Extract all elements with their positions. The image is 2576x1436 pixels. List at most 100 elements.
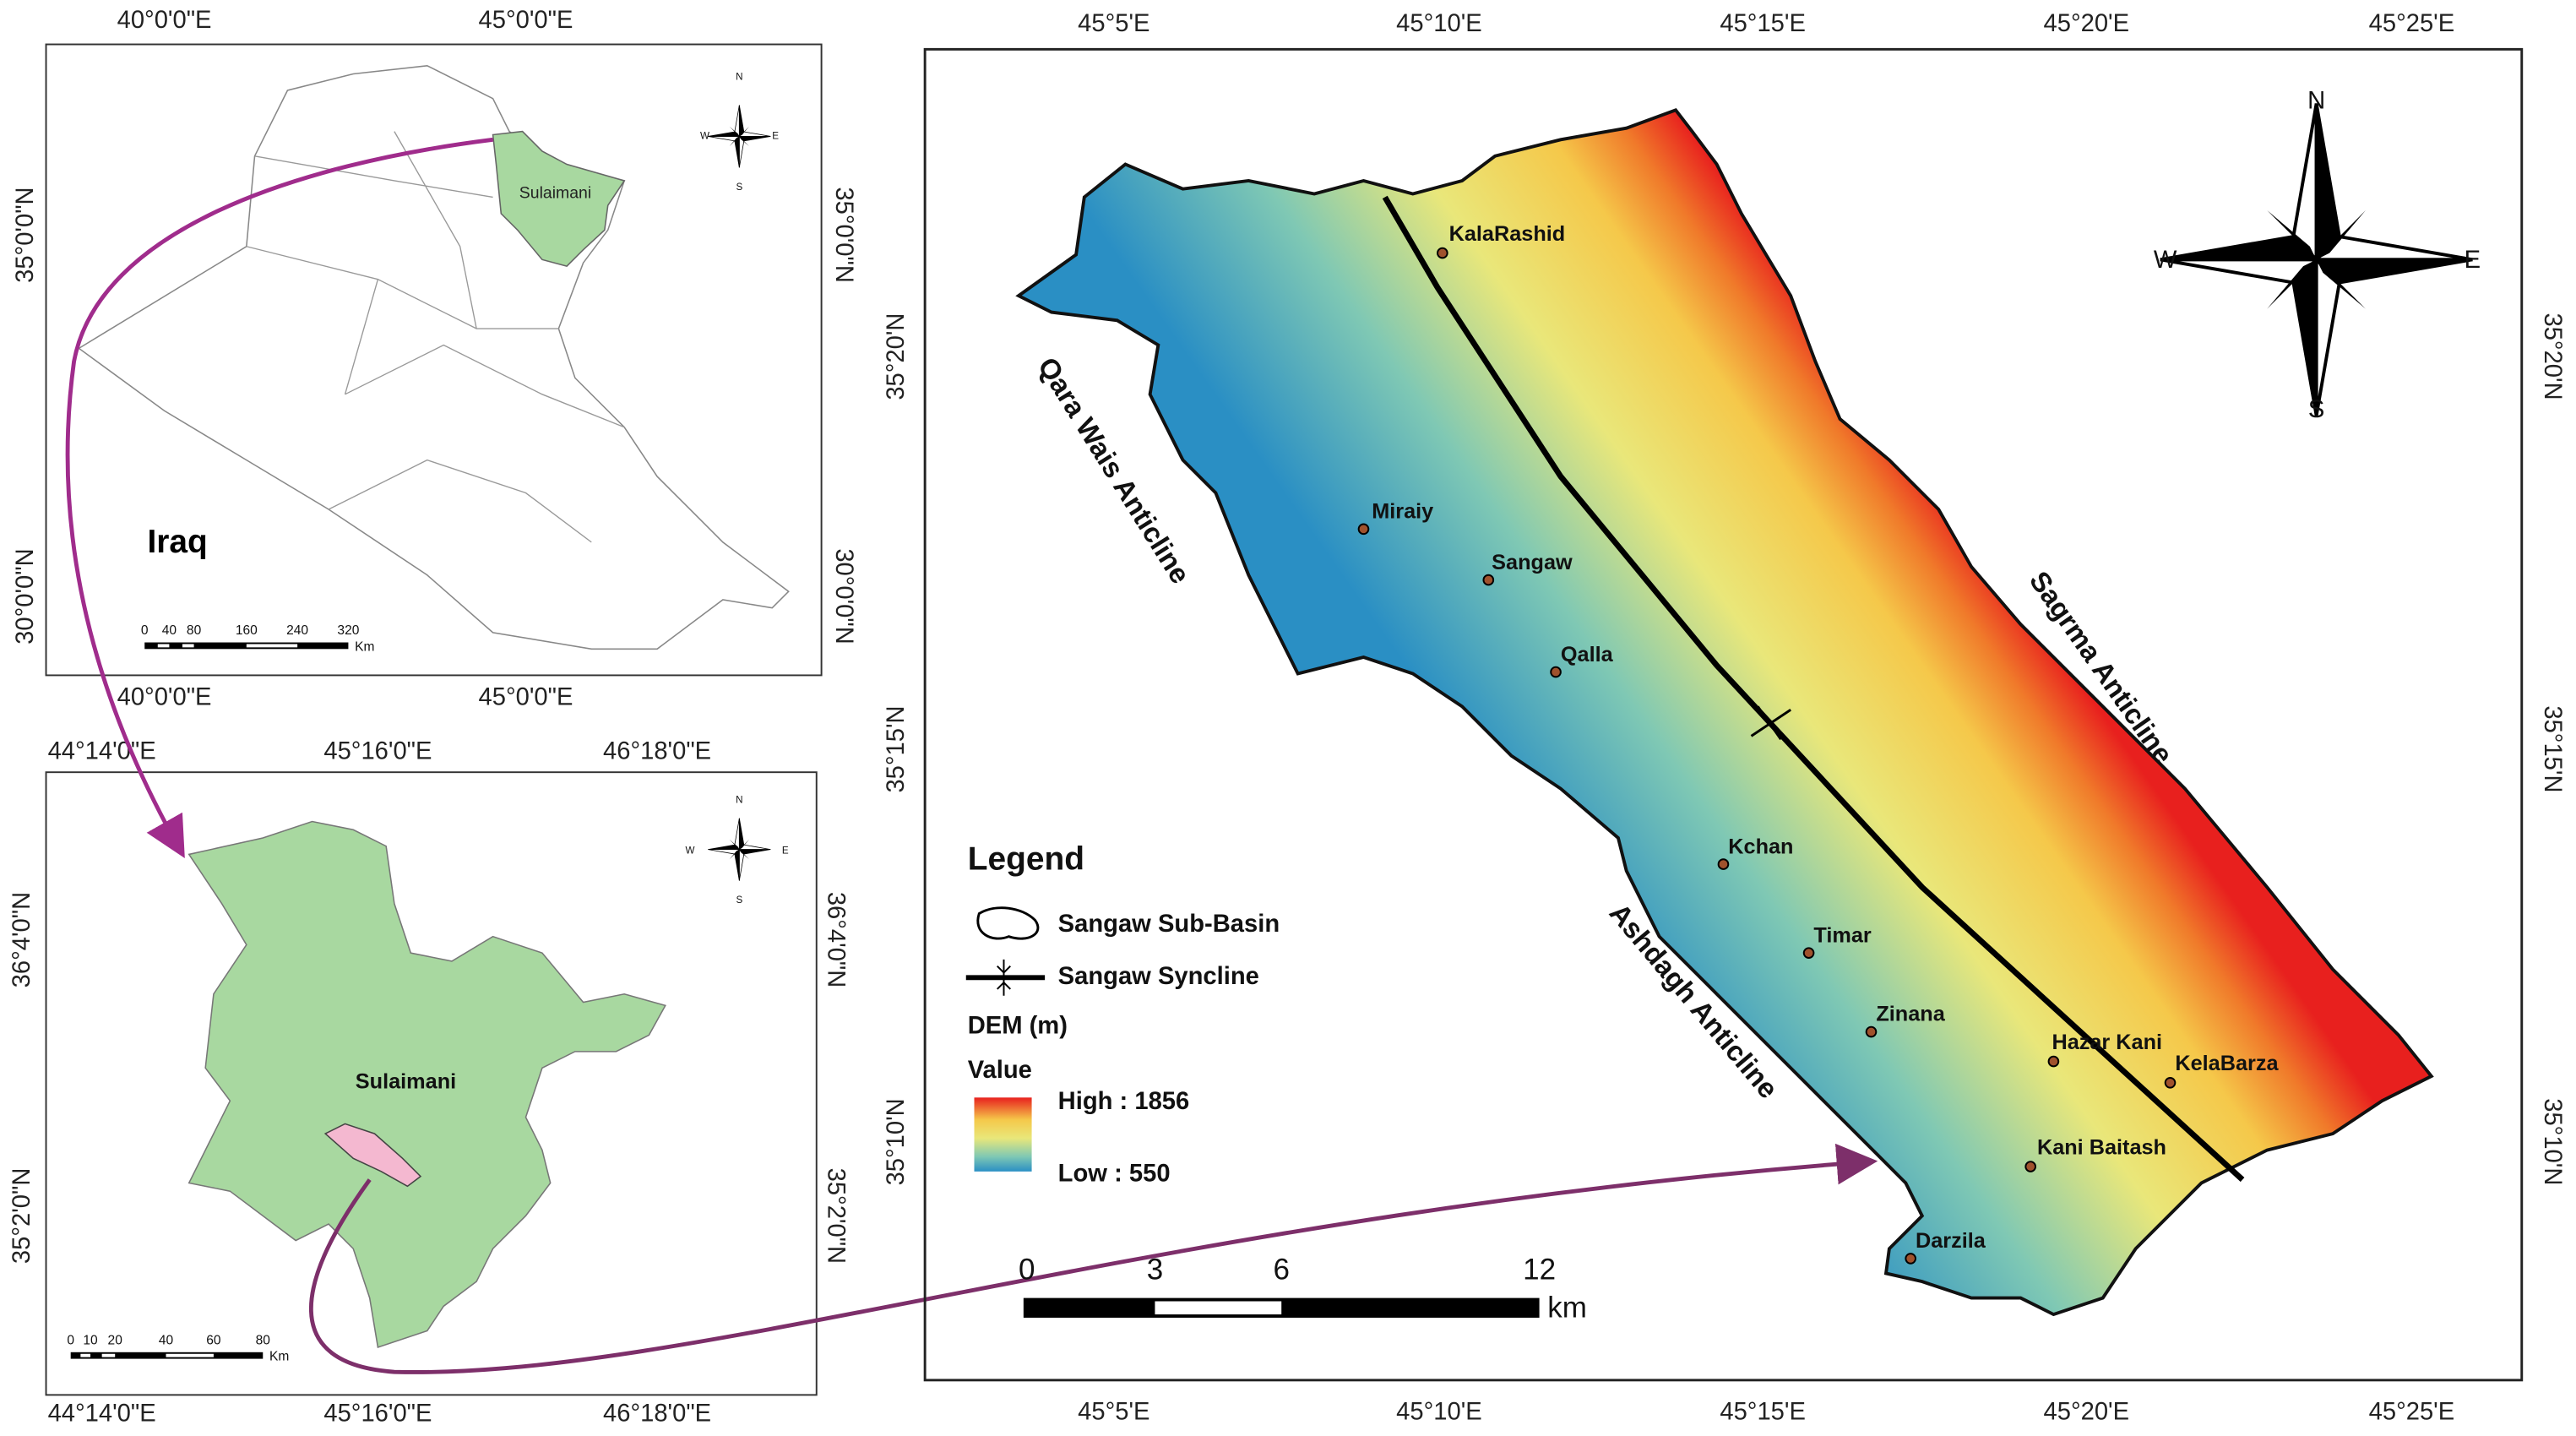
settlement-dot: [1482, 574, 1495, 586]
scale-segment: [157, 644, 170, 648]
scale-label: 3: [1147, 1254, 1163, 1286]
scale-segment: [101, 1353, 116, 1357]
scale-label: 40: [162, 623, 177, 638]
scale-bar: 0 3 6 12 km: [1019, 1254, 1587, 1324]
lat-label: 30°0'0"N: [12, 548, 39, 645]
scale-label: 10: [83, 1333, 98, 1347]
scale-label: 40: [159, 1333, 174, 1347]
settlement-label: Timar: [1813, 923, 1872, 947]
lat-label: 35°2'0"N: [822, 1168, 849, 1264]
compass-w: W: [2154, 247, 2177, 274]
scale-bar: 0 10 20 40 60 80 Km: [67, 1333, 289, 1363]
study-area: [323, 1123, 422, 1188]
main-panel: KalaRashid Miraiy Sangaw Qalla Kchan Tim…: [883, 10, 2566, 1426]
scale-label: 60: [206, 1333, 221, 1347]
sulaimani-panel: Sulaimani N E S W 0 10 20 40 60 80 Km 44…: [8, 738, 849, 1428]
lon-label: 40°0'0"E: [117, 7, 212, 34]
lon-label: 44°14'0"E: [48, 738, 156, 765]
compass-n: N: [2307, 87, 2325, 114]
settlement-label: Zinana: [1876, 1003, 1945, 1026]
compass-s: S: [736, 182, 742, 193]
iraq-panel: Sulaimani Iraq N E S W 0 40 80 160 240 3…: [12, 7, 857, 710]
scale-bar: 0 40 80 160 240 320 Km: [141, 623, 375, 654]
settlement-label: Kchan: [1728, 835, 1793, 858]
lat-label: 35°20'N: [2539, 313, 2566, 400]
settlement-label: Kani Baitash: [2037, 1135, 2166, 1159]
country-label: Iraq: [147, 524, 207, 560]
lon-label: 45°20'E: [2044, 10, 2130, 37]
settlement-dot: [1717, 858, 1730, 870]
lon-label: 45°25'E: [2369, 10, 2455, 37]
compass-e: E: [782, 846, 789, 857]
scale-segment: [246, 644, 298, 648]
compass-s: S: [2308, 396, 2324, 423]
lat-label: 35°0'0"N: [12, 187, 39, 283]
scale-label: 6: [1273, 1254, 1289, 1286]
settlements: KalaRashid Miraiy Sangaw Qalla Kchan Tim…: [1357, 222, 2279, 1265]
panel-frame: [923, 47, 2524, 1382]
lon-label: 45°20'E: [2044, 1398, 2130, 1425]
settlement-label: Darzila: [1916, 1229, 1986, 1253]
province-borders: [246, 131, 625, 543]
settlement-label: Hazar Kani: [2052, 1031, 2162, 1054]
settlement-dot: [1437, 247, 1448, 259]
compass: [2158, 101, 2475, 418]
lat-label: 35°0'0"N: [830, 187, 857, 283]
lon-label: 40°0'0"E: [117, 683, 212, 710]
lat-label: 35°15'N: [2539, 705, 2566, 792]
scale-segment: [1155, 1301, 1282, 1315]
legend-label: Low : 550: [1058, 1160, 1171, 1187]
scale-label: 0: [141, 623, 149, 638]
settlement-dot: [1905, 1253, 1916, 1265]
lon-label: 44°14'0"E: [48, 1400, 156, 1427]
lat-label: 36°4'0"N: [822, 892, 849, 988]
settlement-label: KelaBarza: [2175, 1052, 2279, 1075]
scale-label: 12: [1523, 1254, 1556, 1286]
settlement-dot: [1865, 1025, 1878, 1038]
compass-e: E: [772, 131, 779, 142]
lat-label: 35°20'N: [883, 313, 910, 400]
scale-label: 320: [337, 623, 359, 638]
scale-label: 0: [1019, 1254, 1035, 1286]
settlement-label: Miraiy: [1372, 500, 1433, 524]
legend: Legend Sangaw Sub-Basin Sangaw Syncline …: [965, 841, 1280, 1187]
locator-arrow: [65, 137, 493, 859]
province-label: Sulaimani: [519, 184, 591, 203]
lon-label: 45°0'0"E: [479, 7, 573, 34]
compass-w: W: [700, 131, 709, 142]
settlement-label: Qalla: [1561, 643, 1614, 666]
legend-basin-icon: [976, 906, 1040, 940]
compass-w: W: [685, 846, 694, 857]
lat-label: 35°10'N: [2539, 1098, 2566, 1185]
province-shape: [187, 820, 666, 1348]
lon-label: 45°25'E: [2369, 1398, 2455, 1425]
iraq-outline: [78, 65, 790, 650]
settlement-dot: [1802, 947, 1815, 959]
legend-label: Value: [968, 1057, 1032, 1084]
scale-segment: [166, 1353, 214, 1357]
syncline: [1382, 195, 2245, 1183]
lon-label: 46°18'0"E: [603, 738, 711, 765]
lon-label: 45°5'E: [1078, 10, 1149, 37]
settlement-dot: [1357, 523, 1370, 536]
scale-segment: [182, 644, 194, 648]
settlement-label: Sangaw: [1492, 551, 1573, 574]
compass-n: N: [736, 794, 742, 805]
lon-label: 45°5'E: [1078, 1398, 1149, 1425]
scale-segment: [80, 1353, 91, 1357]
syncline-symbol: [1750, 705, 1792, 741]
lat-label: 30°0'0"N: [830, 548, 857, 645]
lat-label: 36°4'0"N: [8, 892, 35, 988]
lon-label: 45°16'0"E: [323, 738, 432, 765]
scale-label: 80: [187, 623, 202, 638]
sulaimani-province: [492, 130, 626, 267]
scale-unit: Km: [355, 639, 374, 654]
legend-label: DEM (m): [968, 1012, 1068, 1039]
legend-label: Sangaw Syncline: [1058, 963, 1259, 990]
province-label: Sulaimani: [356, 1069, 456, 1093]
legend-syncline-arrows: [997, 959, 1011, 996]
legend-color-ramp: [974, 1097, 1032, 1172]
settlement-dot: [2024, 1161, 2036, 1172]
lat-label: 35°2'0"N: [8, 1168, 35, 1264]
